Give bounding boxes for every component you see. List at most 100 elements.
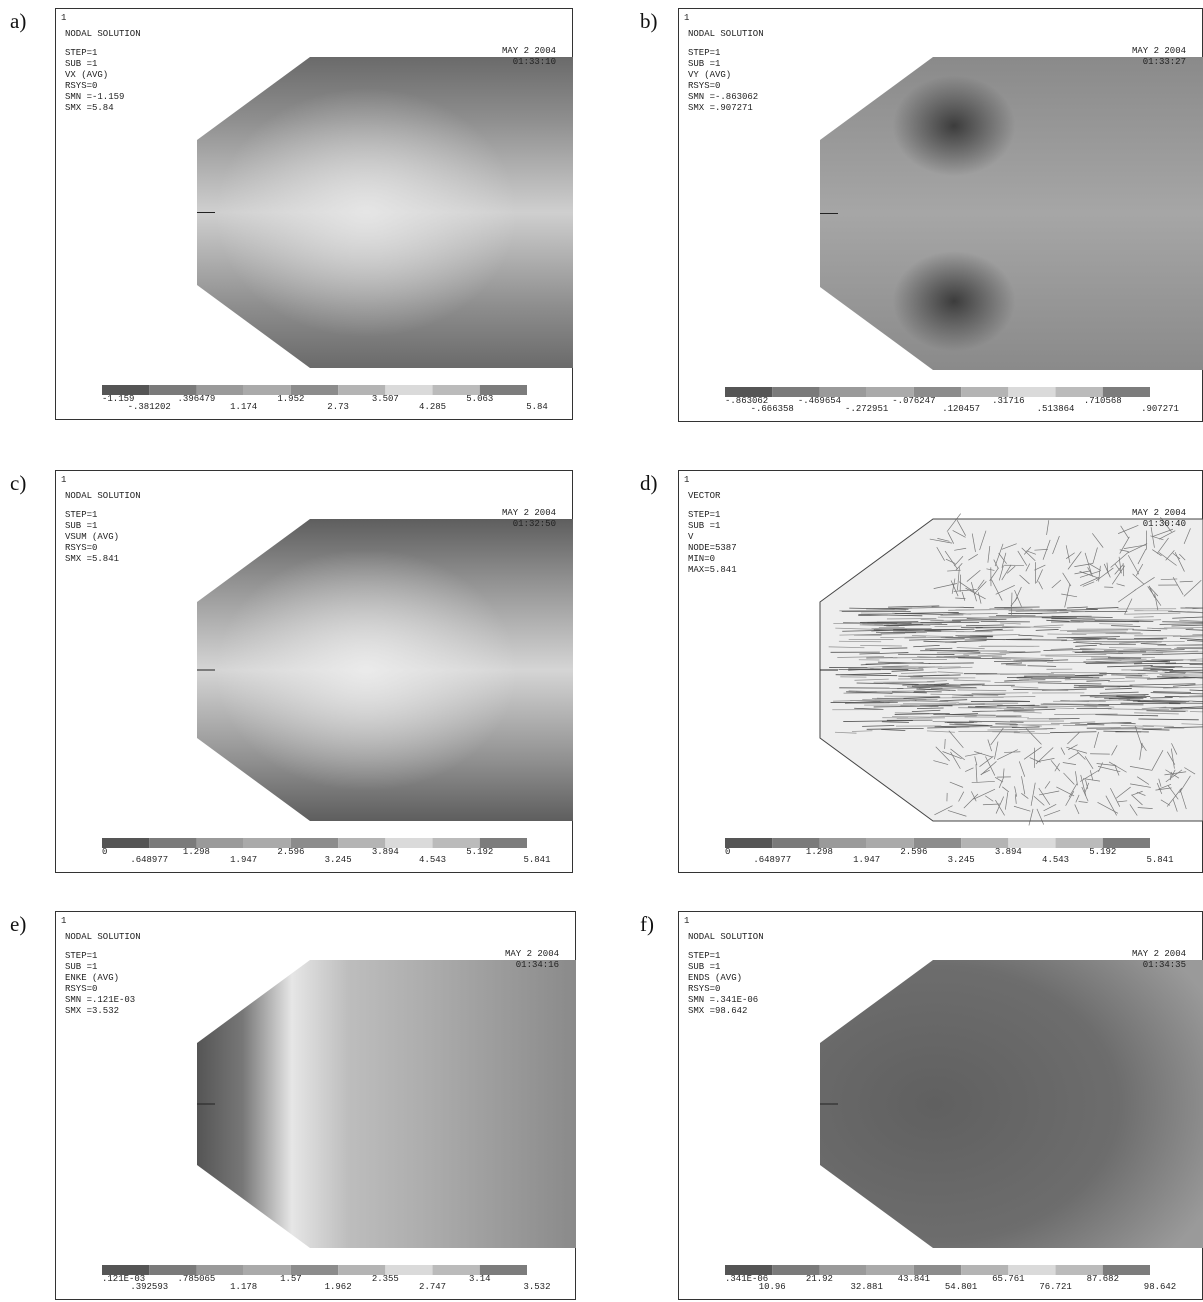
legend-label: 98.642 bbox=[1144, 1282, 1176, 1292]
legend-label: 3.245 bbox=[325, 855, 352, 865]
date: MAY 2 2004 bbox=[502, 508, 556, 518]
legend-label: .907271 bbox=[1141, 404, 1179, 414]
header-line: SUB =1 bbox=[688, 521, 720, 531]
legend-label: -.666358 bbox=[751, 404, 794, 414]
legend-label: 76.721 bbox=[1039, 1282, 1071, 1292]
corner-mark: 1 bbox=[61, 475, 66, 485]
legend-swatch bbox=[102, 838, 149, 848]
panel-label: c) bbox=[10, 471, 26, 495]
legend-label: .396479 bbox=[178, 394, 216, 404]
corner-mark: 1 bbox=[61, 13, 66, 23]
time: 01:33:10 bbox=[513, 57, 556, 67]
legend-label: .120457 bbox=[942, 404, 980, 414]
header-line: SUB =1 bbox=[65, 962, 97, 972]
legend-label: -.469654 bbox=[798, 396, 841, 406]
legend-label: 21.92 bbox=[806, 1274, 833, 1284]
header-line: SUB =1 bbox=[65, 521, 97, 531]
header-line: NODAL SOLUTION bbox=[688, 29, 764, 39]
header-line: VSUM (AVG) bbox=[65, 532, 119, 542]
legend-label: 3.894 bbox=[995, 847, 1022, 857]
date: MAY 2 2004 bbox=[502, 46, 556, 56]
legend-label: 1.298 bbox=[183, 847, 210, 857]
header-line: VY (AVG) bbox=[688, 70, 731, 80]
vector-arrow bbox=[1162, 622, 1203, 623]
vector-arrow bbox=[1190, 690, 1203, 691]
panel-label: f) bbox=[640, 912, 654, 936]
legend-label: 4.543 bbox=[419, 855, 446, 865]
legend-label: 5.84 bbox=[526, 402, 548, 412]
legend-label: 1.57 bbox=[280, 1274, 302, 1284]
header-line: NODAL SOLUTION bbox=[65, 29, 141, 39]
header-line: SMN =.341E-06 bbox=[688, 995, 758, 1005]
legend-label: 5.192 bbox=[466, 847, 493, 857]
legend-label: 2.355 bbox=[372, 1274, 399, 1284]
legend-label: 87.682 bbox=[1087, 1274, 1119, 1284]
legend-label: .648977 bbox=[753, 855, 791, 865]
legend-label: 2.747 bbox=[419, 1282, 446, 1292]
header-line: VX (AVG) bbox=[65, 70, 108, 80]
legend-label: 10.96 bbox=[759, 1282, 786, 1292]
panel-label: e) bbox=[10, 912, 26, 936]
vector-arrow bbox=[860, 645, 902, 646]
vector-arrow bbox=[1049, 718, 1080, 719]
vector-arrow bbox=[839, 641, 881, 642]
legend-label: 1.962 bbox=[325, 1282, 352, 1292]
legend-label: 2.596 bbox=[277, 847, 304, 857]
header-line: ENDS (AVG) bbox=[688, 973, 742, 983]
header-line: NODE=5387 bbox=[688, 543, 737, 553]
legend-label: 3.532 bbox=[523, 1282, 550, 1292]
header-line: RSYS=0 bbox=[65, 984, 97, 994]
legend-label: 1.298 bbox=[806, 847, 833, 857]
panel: 1NODAL SOLUTIONSTEP=1SUB =1VY (AVG)RSYS=… bbox=[679, 9, 1203, 422]
corner-mark: 1 bbox=[684, 475, 689, 485]
header-line: STEP=1 bbox=[688, 510, 720, 520]
legend-label: 2.73 bbox=[327, 402, 349, 412]
header-line: NODAL SOLUTION bbox=[65, 491, 141, 501]
panel-label: d) bbox=[640, 471, 658, 495]
date: MAY 2 2004 bbox=[1132, 46, 1186, 56]
panel: 1VECTORSTEP=1SUB =1VNODE=5387MIN=0MAX=5.… bbox=[679, 471, 1203, 873]
vector-arrow bbox=[897, 718, 945, 719]
legend-label: .513864 bbox=[1037, 404, 1075, 414]
legend-label: 1.178 bbox=[230, 1282, 257, 1292]
legend-label: 3.14 bbox=[469, 1274, 491, 1284]
legend-label: 2.596 bbox=[900, 847, 927, 857]
legend-label: .785065 bbox=[178, 1274, 216, 1284]
header-line: SMN =.121E-03 bbox=[65, 995, 135, 1005]
legend-label: .710568 bbox=[1084, 396, 1122, 406]
legend-label: 5.841 bbox=[523, 855, 550, 865]
header-line: SMX =5.841 bbox=[65, 554, 119, 564]
legend-label: .31716 bbox=[992, 396, 1024, 406]
panel: 1NODAL SOLUTIONSTEP=1SUB =1VX (AVG)RSYS=… bbox=[56, 9, 574, 420]
vector-arrow bbox=[1047, 634, 1086, 635]
header-line: SUB =1 bbox=[688, 59, 720, 69]
legend-label: 5.192 bbox=[1089, 847, 1116, 857]
legend-label: .392593 bbox=[130, 1282, 168, 1292]
legend-label: .648977 bbox=[130, 855, 168, 865]
vector-arrow bbox=[882, 648, 908, 649]
time: 01:34:35 bbox=[1143, 960, 1186, 970]
header-line: SMX =98.642 bbox=[688, 1006, 747, 1016]
header-line: SMN =-1.159 bbox=[65, 92, 124, 102]
header-line: STEP=1 bbox=[65, 48, 97, 58]
header-line: SMX =5.84 bbox=[65, 103, 114, 113]
header-line: RSYS=0 bbox=[688, 984, 720, 994]
legend-label: 65.761 bbox=[992, 1274, 1024, 1284]
vector-arrow bbox=[887, 618, 936, 619]
header-line: RSYS=0 bbox=[688, 81, 720, 91]
corner-mark: 1 bbox=[684, 916, 689, 926]
legend-label: 1.947 bbox=[230, 855, 257, 865]
panel-label: a) bbox=[10, 9, 26, 33]
domain-shading bbox=[197, 960, 576, 1248]
header-line: SMN =-.863062 bbox=[688, 92, 758, 102]
legend-label: -.381202 bbox=[128, 402, 171, 412]
time: 01:34:16 bbox=[516, 960, 559, 970]
header-line: STEP=1 bbox=[65, 510, 97, 520]
legend-label: 4.285 bbox=[419, 402, 446, 412]
header-line: ENKE (AVG) bbox=[65, 973, 119, 983]
time: 01:33:27 bbox=[1143, 57, 1186, 67]
header-line: RSYS=0 bbox=[65, 543, 97, 553]
domain-shading bbox=[197, 519, 573, 821]
legend-label: 54.801 bbox=[945, 1282, 977, 1292]
legend-label: 3.894 bbox=[372, 847, 399, 857]
